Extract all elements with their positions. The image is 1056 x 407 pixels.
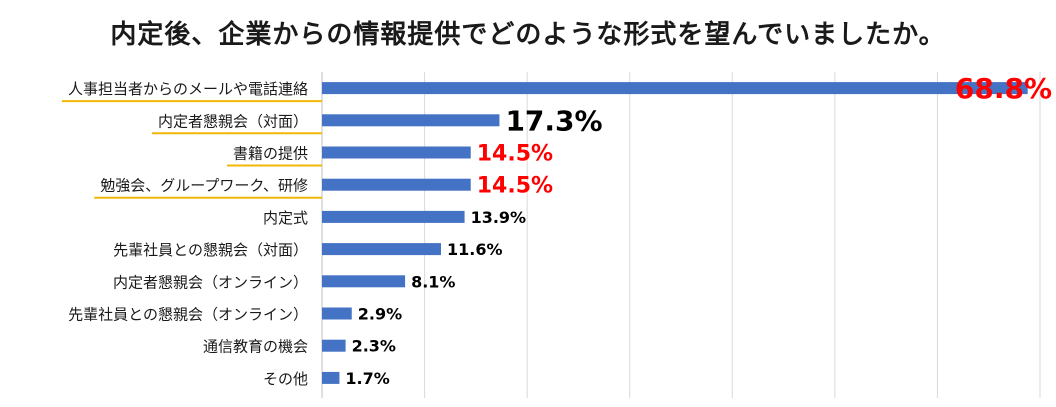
data-label: 2.9% (358, 305, 402, 324)
data-label: 1.7% (345, 369, 389, 388)
category-label: 内定式 (263, 209, 308, 227)
data-label: 17.3% (505, 104, 602, 137)
category-label: 先輩社員との懇親会（オンライン） (68, 306, 308, 324)
category-label: 人事担当者からのメールや電話連絡 (68, 80, 308, 98)
bar (322, 146, 471, 159)
bar (322, 243, 441, 256)
data-label: 8.1% (411, 272, 455, 291)
category-label: 先輩社員との懇親会（対面） (113, 241, 308, 259)
bar (322, 114, 500, 127)
category-label: 内定者懇親会（対面） (158, 112, 308, 130)
chart-title: 内定後、企業からの情報提供でどのような形式を望んでいましたか。 (110, 20, 946, 50)
category-label: 内定者懇親会（オンライン） (113, 273, 308, 291)
data-label: 14.5% (477, 142, 553, 167)
data-label: 2.3% (352, 337, 396, 356)
data-label: 13.9% (471, 208, 527, 227)
bar (322, 339, 346, 352)
data-label: 14.5% (477, 174, 553, 199)
category-label: 勉強会、グループワーク、研修 (100, 177, 308, 195)
category-label: 通信教育の機会 (203, 338, 308, 356)
bar (322, 307, 352, 320)
bar (322, 371, 340, 384)
bar (322, 82, 1028, 95)
bar (322, 178, 471, 191)
data-label: 68.8% (955, 72, 1052, 105)
data-label: 11.6% (447, 240, 503, 259)
bar (322, 275, 406, 288)
category-label: その他 (263, 370, 308, 388)
bar (322, 210, 465, 223)
category-label: 書籍の提供 (233, 145, 308, 163)
